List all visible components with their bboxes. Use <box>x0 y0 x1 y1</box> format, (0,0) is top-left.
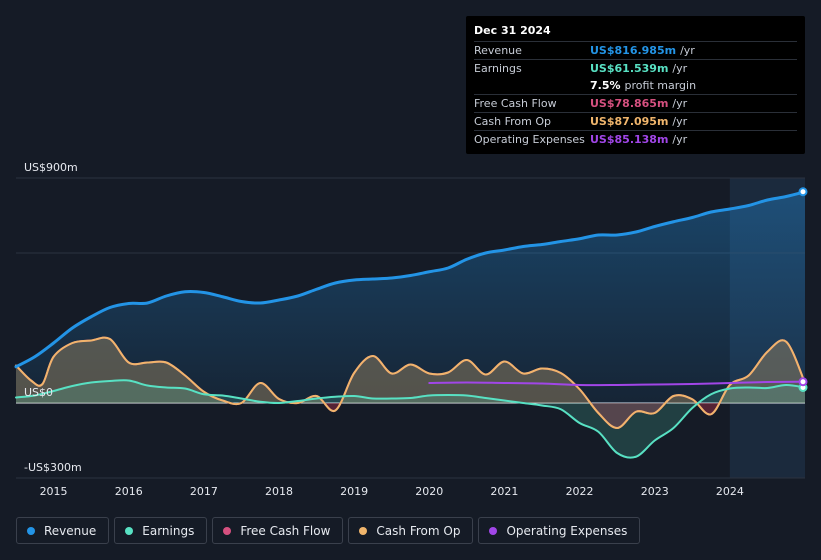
tooltip-row-label: Earnings <box>474 62 522 75</box>
tooltip-row-label: Revenue <box>474 44 522 57</box>
legend: Revenue Earnings Free Cash Flow Cash From O… <box>16 517 641 546</box>
legend-dot-icon <box>125 526 134 535</box>
x-axis-label: 2022 <box>566 485 594 498</box>
legend-dot-icon <box>489 526 498 535</box>
plot-series <box>14 187 808 459</box>
x-axis-label: 2018 <box>265 485 293 498</box>
x-axis-labels: 2015 2016 2017 2018 2019 2020 2021 2022 2023 2024 <box>40 485 744 498</box>
tooltip-row-label: Free Cash Flow <box>474 97 557 110</box>
tooltip-row: 7.5% profit margin <box>474 77 797 94</box>
legend-label: Operating Expenses <box>506 523 628 538</box>
x-axis-label: 2016 <box>115 485 143 498</box>
tooltip-row-unit: profit margin <box>624 79 697 92</box>
legend-label: Earnings <box>142 523 195 538</box>
tooltip-row-unit: /yr <box>672 62 688 75</box>
legend-dot-icon <box>27 526 35 535</box>
tooltip-row-unit: /yr <box>672 133 688 146</box>
y-axis-label: US$0 <box>24 386 53 399</box>
tooltip-row-unit: /yr <box>672 115 688 128</box>
tooltip-panel: Dec 31 2024 Revenue US$816.985m/yr Earning… <box>466 16 805 154</box>
tooltip-row-label: Cash From Op <box>474 115 552 128</box>
tooltip-row-unit: /yr <box>672 97 688 110</box>
cash-from-op-line <box>15 336 806 430</box>
x-axis-label: 2019 <box>340 485 368 498</box>
legend-item-revenue[interactable]: Revenue <box>16 517 110 544</box>
tooltip-row: Free Cash Flow US$78.865m/yr <box>474 94 797 112</box>
operating-expenses-end-marker <box>798 377 808 387</box>
revenue-area <box>16 191 805 403</box>
tooltip-row-label <box>474 77 590 94</box>
legend-dot-icon <box>223 526 232 535</box>
tooltip-row-value: US$61.539m <box>590 62 669 75</box>
revenue-line <box>14 190 807 369</box>
legend-item-operating-expenses[interactable]: Operating Expenses <box>478 517 641 544</box>
tooltip-row-value: US$85.138m <box>590 133 669 146</box>
operating-expenses-line <box>428 380 806 387</box>
y-axis-label: -US$300m <box>24 461 82 474</box>
chart-area: US$900m US$0 -US$300m 2015 2016 2017 2018 2019… <box>14 161 808 498</box>
legend-item-free-cash-flow[interactable]: Free Cash Flow <box>212 517 344 544</box>
x-axis-label: 2015 <box>40 485 68 498</box>
legend-dot-icon <box>359 526 368 535</box>
legend-label: Free Cash Flow <box>240 523 331 538</box>
tooltip-row-value: 7.5% <box>590 79 621 92</box>
tooltip-row: Revenue US$816.985m/yr <box>474 41 797 59</box>
x-axis-label: 2017 <box>190 485 218 498</box>
earnings-line <box>15 379 806 459</box>
earnings-area <box>16 380 805 458</box>
legend-item-cash-from-op[interactable]: Cash From Op <box>348 517 474 544</box>
legend-label: Cash From Op <box>376 523 461 538</box>
y-axis-label: US$900m <box>24 161 78 174</box>
tooltip-row-value: US$78.865m <box>590 97 669 110</box>
x-axis-label: 2023 <box>641 485 669 498</box>
tooltip-row-unit: /yr <box>680 44 695 57</box>
y-axis-labels: US$900m US$0 -US$300m <box>24 161 82 474</box>
x-axis-label: 2020 <box>415 485 443 498</box>
cash-from-op-area-positive <box>16 337 805 403</box>
tooltip-row-label: Operating Expenses <box>474 133 585 146</box>
tooltip-date: Dec 31 2024 <box>474 24 551 37</box>
x-axis-label: 2021 <box>490 485 518 498</box>
tooltip-row-value: US$816.985m <box>590 44 677 57</box>
tooltip-row: Cash From Op US$87.095m/yr <box>474 112 797 130</box>
tooltip-row: Operating Expenses US$85.138m/yr <box>474 130 797 148</box>
tooltip-row-value: US$87.095m <box>590 115 669 128</box>
legend-label: Revenue <box>44 523 97 538</box>
x-axis-label: 2024 <box>716 485 744 498</box>
legend-item-earnings[interactable]: Earnings <box>114 517 208 544</box>
revenue-end-marker <box>798 187 808 197</box>
tooltip-row: Earnings US$61.539m/yr <box>474 59 797 77</box>
